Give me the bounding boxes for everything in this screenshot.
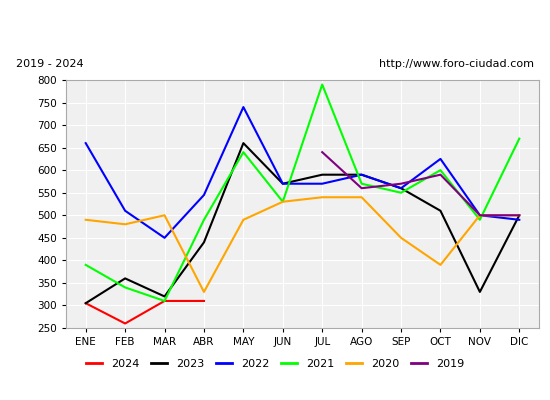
2021 [240, 150, 246, 154]
2020 [398, 236, 404, 240]
2020 [319, 195, 326, 200]
2023 [516, 213, 522, 218]
2020 [122, 222, 129, 227]
2020 [82, 217, 89, 222]
2022 [82, 141, 89, 146]
2022 [240, 105, 246, 110]
2020 [516, 213, 522, 218]
2023 [359, 172, 365, 177]
2023 [437, 208, 444, 213]
Text: 2019 - 2024: 2019 - 2024 [16, 59, 84, 69]
2024 [82, 301, 89, 306]
2023 [161, 294, 168, 299]
2019 [516, 213, 522, 218]
2022 [201, 192, 207, 197]
2021 [201, 217, 207, 222]
Line: 2019: 2019 [322, 152, 519, 215]
2021 [82, 262, 89, 267]
2021 [516, 136, 522, 141]
2020 [437, 262, 444, 267]
2020 [359, 195, 365, 200]
2022 [359, 172, 365, 177]
Line: 2022: 2022 [86, 107, 519, 238]
2021 [359, 181, 365, 186]
2024 [122, 321, 129, 326]
2020 [476, 213, 483, 218]
Text: Evolucion Nº Turistas Nacionales en el municipio de Ricla: Evolucion Nº Turistas Nacionales en el m… [57, 16, 493, 32]
2021 [398, 190, 404, 195]
2022 [122, 208, 129, 213]
2020 [279, 199, 286, 204]
2021 [319, 82, 326, 87]
2023 [240, 141, 246, 146]
Legend: 2024, 2023, 2022, 2021, 2020, 2019: 2024, 2023, 2022, 2021, 2020, 2019 [81, 354, 469, 374]
2024 [201, 298, 207, 303]
2019 [437, 172, 444, 177]
2023 [82, 301, 89, 306]
Line: 2020: 2020 [86, 197, 519, 292]
2020 [161, 213, 168, 218]
2019 [359, 186, 365, 191]
2021 [476, 217, 483, 222]
2021 [279, 199, 286, 204]
2019 [476, 213, 483, 218]
2019 [319, 150, 326, 154]
2023 [201, 240, 207, 245]
2021 [161, 298, 168, 303]
2023 [398, 186, 404, 191]
2022 [161, 236, 168, 240]
2021 [437, 168, 444, 172]
2022 [398, 186, 404, 191]
2022 [319, 181, 326, 186]
2020 [240, 217, 246, 222]
Text: http://www.foro-ciudad.com: http://www.foro-ciudad.com [379, 59, 534, 69]
2024 [161, 298, 168, 303]
2022 [516, 217, 522, 222]
2019 [398, 181, 404, 186]
2022 [279, 181, 286, 186]
Line: 2023: 2023 [86, 143, 519, 303]
2022 [437, 156, 444, 161]
Line: 2021: 2021 [86, 84, 519, 301]
2021 [122, 285, 129, 290]
2022 [476, 213, 483, 218]
Line: 2024: 2024 [86, 301, 204, 324]
2023 [122, 276, 129, 281]
2023 [319, 172, 326, 177]
2023 [279, 181, 286, 186]
2023 [476, 290, 483, 294]
2020 [201, 290, 207, 294]
